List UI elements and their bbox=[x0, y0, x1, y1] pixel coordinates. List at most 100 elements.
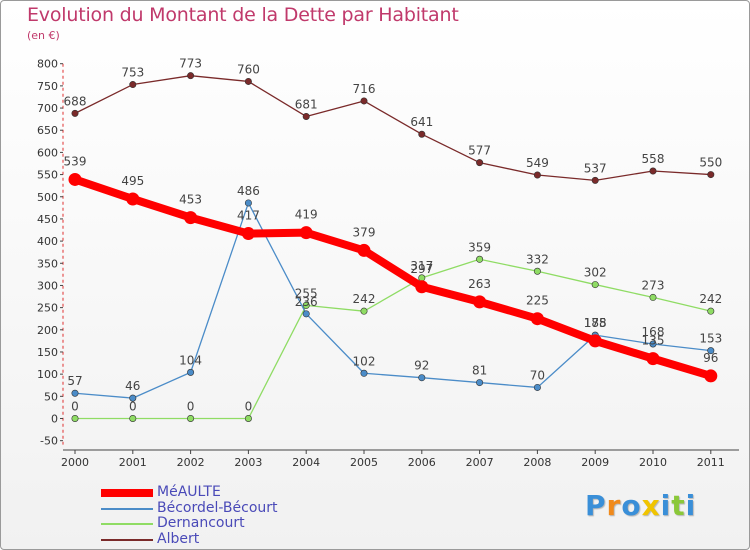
y-tick-label: 100 bbox=[37, 368, 58, 381]
x-tick-label: 2007 bbox=[466, 456, 494, 469]
logo-letter: o bbox=[621, 489, 642, 522]
x-tick-label: 2000 bbox=[61, 456, 89, 469]
data-point bbox=[129, 414, 137, 422]
data-point bbox=[476, 159, 484, 167]
series-line-1 bbox=[74, 202, 712, 399]
series-lines bbox=[68, 72, 718, 422]
data-label: 302 bbox=[584, 266, 607, 280]
data-label: 135 bbox=[642, 334, 665, 348]
data-point bbox=[68, 172, 82, 186]
y-tick-label: 800 bbox=[37, 58, 58, 71]
y-tick-label: 550 bbox=[37, 169, 58, 182]
data-point bbox=[241, 227, 255, 241]
data-label: 419 bbox=[295, 208, 318, 222]
data-label: 760 bbox=[237, 62, 260, 76]
series-line-2 bbox=[74, 258, 712, 420]
axes bbox=[60, 63, 739, 454]
data-point bbox=[187, 368, 195, 376]
data-point bbox=[299, 226, 313, 240]
logo-letter: t bbox=[671, 489, 686, 522]
data-point bbox=[126, 192, 140, 206]
data-point bbox=[187, 414, 195, 422]
x-tick-label: 2010 bbox=[639, 456, 667, 469]
data-label: 688 bbox=[64, 94, 87, 108]
y-tick-label: -50 bbox=[40, 435, 58, 448]
data-label: 153 bbox=[699, 332, 722, 346]
data-point bbox=[476, 255, 484, 263]
data-point bbox=[360, 307, 368, 315]
data-label: 225 bbox=[526, 294, 549, 308]
data-point bbox=[244, 199, 252, 207]
data-label: 263 bbox=[468, 277, 491, 291]
y-tick-label: 450 bbox=[37, 213, 58, 226]
data-label: 317 bbox=[410, 259, 433, 273]
data-point bbox=[418, 130, 426, 138]
x-tick-label: 2003 bbox=[234, 456, 262, 469]
data-point bbox=[649, 293, 657, 301]
y-tick-label: 650 bbox=[37, 124, 58, 137]
data-point bbox=[302, 301, 310, 309]
data-point bbox=[704, 369, 718, 383]
x-tick-label: 2004 bbox=[292, 456, 320, 469]
data-point bbox=[533, 383, 541, 391]
data-label: 549 bbox=[526, 156, 549, 170]
legend-label: Bécordel-Bécourt bbox=[157, 499, 278, 516]
series-line-0 bbox=[71, 175, 715, 380]
data-point bbox=[591, 176, 599, 184]
data-label: 495 bbox=[121, 174, 144, 188]
tick-labels: -50 0 50 100 150 200 250 300 350 400 450 500 550 600 6… bbox=[37, 58, 725, 469]
data-label: 188 bbox=[584, 316, 607, 330]
data-label: 577 bbox=[468, 144, 491, 158]
data-label: 641 bbox=[410, 115, 433, 129]
logo-letter: i bbox=[660, 489, 672, 522]
data-label: 773 bbox=[179, 57, 202, 71]
x-tick-label: 2006 bbox=[408, 456, 436, 469]
data-label: 236 bbox=[295, 295, 318, 309]
y-tick-label: 400 bbox=[37, 235, 58, 248]
x-tick-label: 2009 bbox=[581, 456, 609, 469]
data-label: 175 bbox=[584, 316, 607, 330]
data-point bbox=[244, 414, 252, 422]
data-point bbox=[530, 312, 544, 326]
data-point bbox=[707, 347, 715, 355]
proxiti-logo: Proxiti bbox=[585, 489, 696, 522]
legend-label: MéAULTE bbox=[157, 484, 221, 500]
data-point bbox=[302, 112, 310, 120]
data-label: 332 bbox=[526, 252, 549, 266]
logo-letter: P bbox=[585, 489, 607, 522]
chart-title: Evolution du Montant de la Dette par Hab… bbox=[27, 4, 459, 26]
y-tick-label: 0 bbox=[51, 413, 58, 426]
y-tick-label: 150 bbox=[37, 346, 58, 359]
data-labels: 688 753 773 760 681 716 641 577 549 537 558 550 0 0 0 0… bbox=[64, 57, 723, 414]
data-point bbox=[187, 72, 195, 80]
data-label: 550 bbox=[699, 156, 722, 170]
data-point bbox=[357, 243, 371, 257]
data-point bbox=[707, 307, 715, 315]
data-point bbox=[129, 394, 137, 402]
x-tick-label: 2005 bbox=[350, 456, 378, 469]
data-label: 242 bbox=[353, 292, 376, 306]
chart-subtitle: (en €) bbox=[27, 29, 60, 42]
data-point bbox=[473, 295, 487, 309]
data-point bbox=[244, 77, 252, 85]
data-label: 46 bbox=[125, 379, 140, 393]
data-point bbox=[649, 167, 657, 175]
data-label: 359 bbox=[468, 240, 491, 254]
data-label: 273 bbox=[642, 278, 665, 292]
legend-label: Albert bbox=[157, 530, 200, 547]
data-point bbox=[533, 267, 541, 275]
data-point bbox=[707, 171, 715, 179]
data-label: 255 bbox=[295, 286, 318, 300]
data-point bbox=[591, 281, 599, 289]
data-label: 558 bbox=[642, 152, 665, 166]
y-tick-label: 300 bbox=[37, 279, 58, 292]
data-label: 242 bbox=[699, 292, 722, 306]
data-point bbox=[415, 280, 429, 294]
data-label: 486 bbox=[237, 184, 260, 198]
data-label: 81 bbox=[472, 364, 487, 378]
data-label: 716 bbox=[353, 82, 376, 96]
data-label: 57 bbox=[67, 374, 82, 388]
y-tick-label: 200 bbox=[37, 324, 58, 337]
